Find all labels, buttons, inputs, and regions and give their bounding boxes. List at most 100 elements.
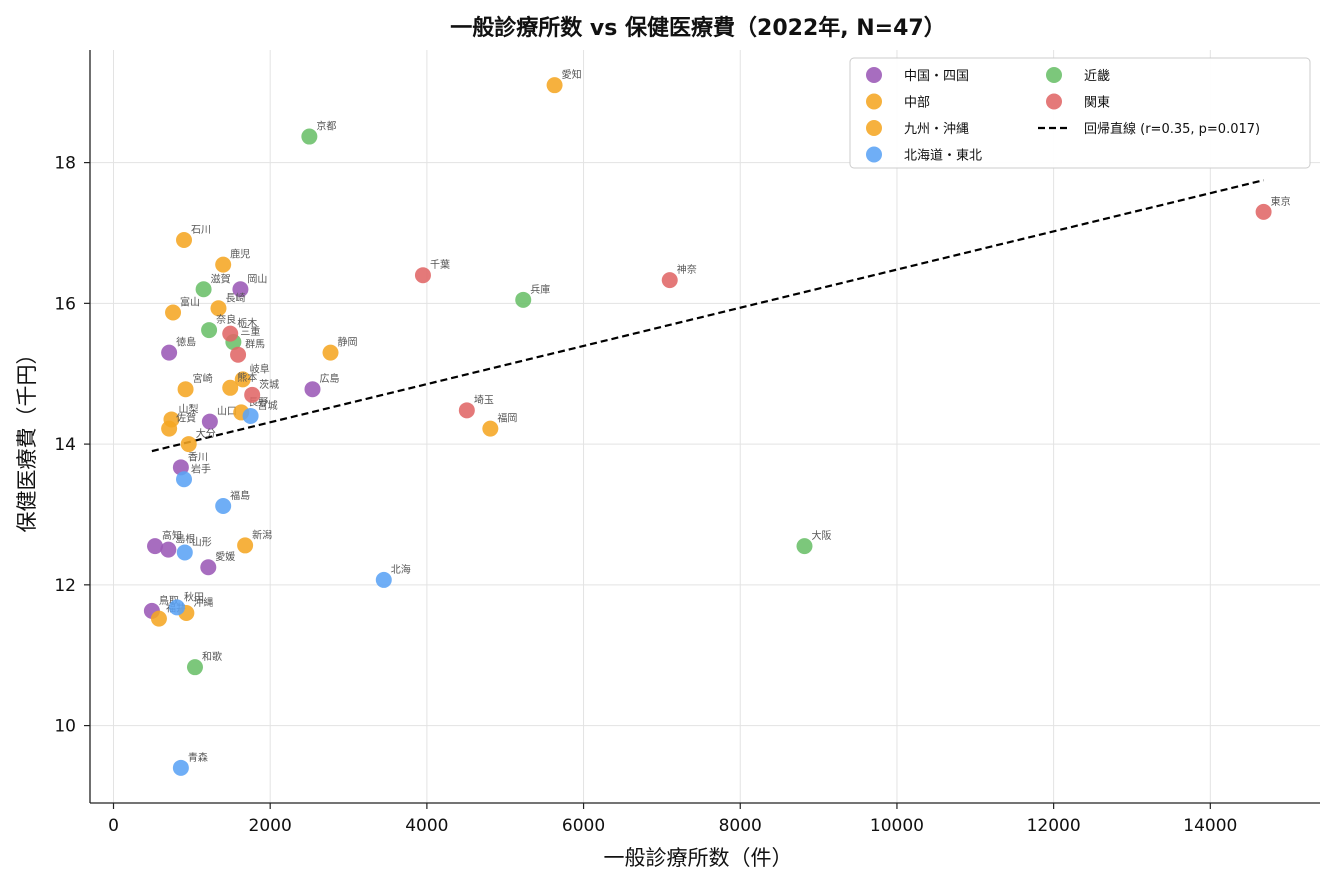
data-point: [215, 498, 232, 515]
legend-entry: 関東: [1084, 95, 1110, 111]
legend-entry: 北海道・東北: [904, 148, 982, 164]
data-point: [147, 538, 164, 555]
x-tick-label: 4000: [405, 816, 448, 836]
data-point: [234, 371, 251, 388]
data-point: [160, 541, 177, 558]
data-point-label: 岡山: [247, 273, 267, 285]
data-point: [322, 344, 339, 361]
data-point: [172, 759, 189, 776]
data-point-label: 茨城: [259, 378, 279, 391]
data-point-label: 兵庫: [530, 283, 550, 296]
data-point-label: 神奈: [677, 263, 697, 276]
data-point-label: 岐阜: [250, 362, 270, 375]
data-point: [304, 381, 321, 398]
data-point: [161, 344, 178, 361]
x-tick-label: 0: [108, 816, 119, 836]
data-point-label: 福島: [230, 489, 250, 502]
data-point: [242, 407, 259, 424]
x-tick-label: 10000: [870, 816, 924, 836]
data-point-label: 長崎: [225, 291, 245, 304]
data-point-label: 岩手: [191, 462, 211, 475]
data-point-label: 静岡: [338, 336, 358, 349]
data-point: [200, 559, 217, 576]
y-tick-label: 12: [54, 576, 76, 596]
ticks: 0 2000 4000 6000 8000 10000 12000 14000 10 12 14 16…: [54, 154, 1237, 836]
data-point: [301, 128, 318, 145]
data-point-label: 広島: [319, 372, 339, 385]
data-point-label: 鹿児: [230, 248, 250, 261]
data-point-label: 大阪: [811, 529, 831, 542]
data-point: [177, 381, 194, 398]
data-point-label: 新潟: [252, 528, 272, 541]
data-point: [195, 281, 212, 298]
data-point: [244, 386, 261, 403]
data-point-label: 沖縄: [193, 596, 213, 609]
legend-marker: [866, 120, 882, 136]
legend-marker: [866, 93, 882, 110]
y-tick-label: 16: [54, 294, 76, 314]
chart-title: 一般診療所数 vs 保健医療費（2022年, N=47）: [450, 15, 945, 41]
data-point: [414, 267, 431, 284]
data-point-label: 栃木: [237, 317, 257, 330]
data-point-label: 北海: [391, 563, 411, 576]
data-point: [186, 659, 203, 676]
axes: [89, 50, 1320, 804]
data-point: [180, 436, 197, 453]
data-point: [515, 291, 532, 308]
data-point-label: 埼玉: [474, 393, 494, 406]
data-point: [237, 537, 254, 554]
data-point-label: 高知: [162, 529, 182, 542]
legend-entry: 九州・沖縄: [904, 122, 969, 137]
legend-marker: [1046, 67, 1062, 83]
data-point-label: 山梨: [178, 402, 198, 415]
data-point: [172, 459, 189, 476]
data-point-label: 東京: [1271, 195, 1291, 208]
data-point: [168, 599, 185, 616]
y-tick-label: 10: [54, 717, 76, 737]
legend-marker: [866, 67, 882, 83]
data-point-label: 宮崎: [193, 372, 213, 385]
data-point-label: 山口: [217, 406, 237, 418]
data-point: [176, 232, 193, 249]
data-point: [482, 420, 499, 437]
y-tick-label: 14: [54, 435, 76, 455]
x-tick-label: 8000: [719, 816, 762, 836]
legend-entry: 近畿: [1084, 69, 1110, 84]
data-point-label: 佐賀: [176, 413, 196, 425]
x-tick-label: 6000: [562, 816, 605, 836]
data-point-label: 島根: [175, 533, 195, 546]
regression-line: [151, 179, 1264, 453]
data-point-label: 熊本: [237, 371, 257, 384]
data-point-label: 奈良: [216, 313, 236, 326]
regression-layer: [151, 179, 1264, 453]
data-point-label: 京都: [316, 120, 336, 133]
data-point: [230, 346, 247, 363]
data-point-label: 徳島: [176, 336, 196, 349]
data-point-label: 山形: [192, 536, 212, 548]
data-point-label: 石川: [191, 225, 211, 236]
legend-entry: 回帰直線 (r=0.35, p=0.017): [1084, 121, 1260, 137]
data-point: [176, 471, 193, 488]
data-point-label: 秋田: [184, 590, 204, 603]
x-axis-label: 一般診療所数（件）: [604, 846, 793, 870]
legend-entry: 中部: [904, 96, 930, 111]
data-point: [796, 538, 813, 555]
points-layer: 岡山徳島広島山口香川高知島根愛媛鳥取愛知石川富山静岡岐阜長野山梨新潟福井鹿児長崎…: [143, 68, 1291, 776]
data-point: [161, 420, 178, 437]
data-point: [661, 272, 678, 289]
data-point-label: 宮城: [258, 399, 278, 412]
legend-entry: 中国・四国: [904, 69, 969, 84]
data-point-label: 三重: [240, 325, 260, 338]
x-tick-label: 12000: [1027, 816, 1081, 836]
x-tick-label: 2000: [249, 816, 292, 836]
data-point: [458, 402, 475, 419]
data-point: [150, 610, 167, 627]
data-point-label: 千葉: [430, 258, 450, 271]
data-point: [201, 413, 218, 430]
data-point-label: 愛知: [562, 68, 582, 81]
data-point-label: 群馬: [245, 338, 265, 351]
data-point-label: 大分: [196, 427, 216, 440]
legend-marker: [1046, 93, 1062, 110]
